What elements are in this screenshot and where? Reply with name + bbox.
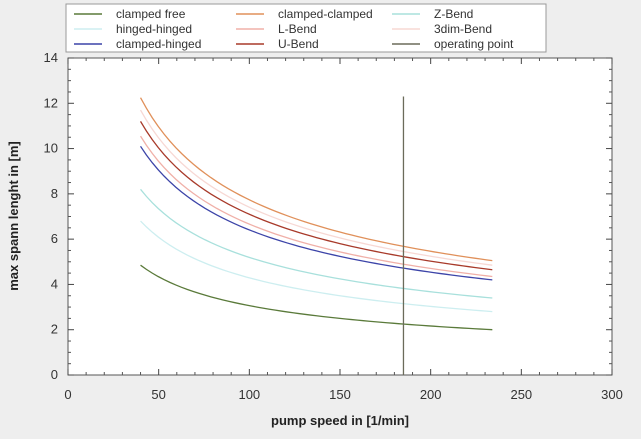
x-tick-label: 100 bbox=[238, 387, 260, 402]
y-tick-label: 2 bbox=[51, 322, 58, 337]
x-tick-label: 50 bbox=[151, 387, 165, 402]
series-line-3dim-bend bbox=[139, 109, 493, 266]
y-tick-label: 12 bbox=[44, 95, 58, 110]
axis-ticks: 0 50 100 150 200 250 300 0 2 4 6 8 10 12 14 bbox=[44, 50, 623, 402]
legend-label-clamped-clamped: clamped-clamped bbox=[278, 7, 373, 21]
series-line-z-bend bbox=[140, 188, 493, 299]
y-axis-title: max spann lenght in [m] bbox=[6, 141, 21, 291]
y-tick-label: 10 bbox=[44, 141, 58, 156]
plot-area bbox=[67, 57, 613, 376]
y-tick-label: 8 bbox=[51, 186, 58, 201]
x-axis-title: pump speed in [1/min] bbox=[271, 413, 409, 428]
series-line-u-bend bbox=[139, 121, 493, 271]
legend-label-3dim-bend: 3dim-Bend bbox=[434, 22, 492, 36]
series-lines bbox=[139, 96, 493, 375]
y-tick-label: 6 bbox=[51, 231, 58, 246]
legend-label-clamped-free: clamped free bbox=[116, 7, 186, 21]
series-line-l-bend bbox=[139, 135, 493, 278]
x-tick-label: 150 bbox=[329, 387, 351, 402]
x-tick-label: 250 bbox=[510, 387, 532, 402]
y-tick-label: 4 bbox=[51, 276, 58, 291]
legend-box bbox=[65, 3, 547, 53]
legend-label-operating-point: operating point bbox=[434, 37, 514, 51]
series-line-clamped-clamped bbox=[139, 97, 493, 262]
legend-label-l-bend: L-Bend bbox=[278, 22, 317, 36]
legend-label-u-bend: U-Bend bbox=[278, 37, 319, 51]
y-tick-label: 0 bbox=[51, 367, 58, 382]
x-tick-label: 0 bbox=[64, 387, 71, 402]
x-tick-label: 200 bbox=[420, 387, 442, 402]
legend-label-hinged-hinged: hinged-hinged bbox=[116, 22, 192, 36]
series-line-hinged-hinged bbox=[140, 220, 493, 313]
series-line-clamped-free bbox=[140, 264, 493, 331]
x-tick-label: 300 bbox=[601, 387, 623, 402]
legend-label-z-bend: Z-Bend bbox=[434, 7, 473, 21]
legend-label-clamped-hinged: clamped-hinged bbox=[116, 37, 201, 51]
series-line-clamped-hinged bbox=[139, 145, 493, 281]
y-tick-label: 14 bbox=[44, 50, 58, 65]
